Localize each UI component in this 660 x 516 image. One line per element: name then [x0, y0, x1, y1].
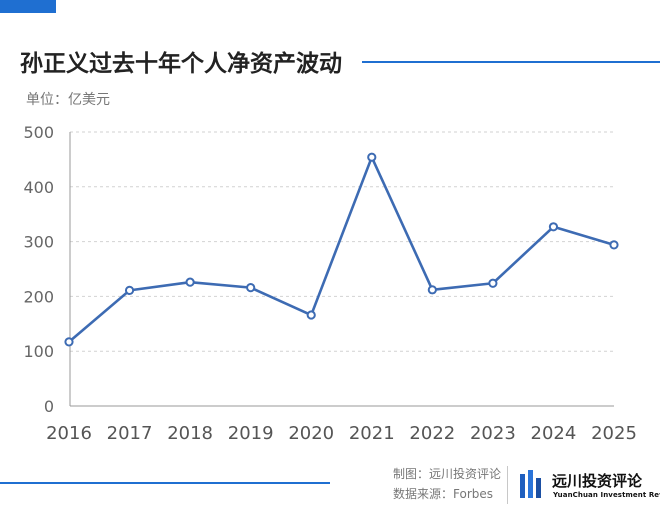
x-tick-label: 2021	[349, 423, 395, 444]
y-axis: 0 100 200 300 400 500	[23, 123, 71, 416]
line-chart: 0 100 200 300 400 500 2016 2017 2018 2019 2020 202…	[23, 123, 637, 444]
source-text: 数据来源：Forbes	[393, 487, 494, 501]
y-tick-label: 500	[23, 123, 54, 142]
data-point	[367, 152, 377, 162]
data-point	[124, 285, 135, 295]
x-tick-label: 2020	[288, 423, 334, 444]
x-tick-label: 2025	[591, 423, 637, 444]
data-point	[64, 337, 74, 347]
y-tick-label: 200	[23, 287, 54, 306]
title-rule	[362, 61, 660, 63]
footer-divider	[507, 466, 508, 504]
data-point	[427, 285, 437, 295]
made-by-text: 制图：远川投资评论	[393, 467, 502, 481]
footer-rule	[0, 482, 330, 484]
x-tick-label: 2016	[46, 423, 92, 444]
y-tick-label: 100	[23, 342, 54, 361]
data-point	[246, 283, 256, 293]
chart-title: 孙正义过去十年个人净资产波动	[20, 51, 342, 77]
data-point	[185, 277, 195, 287]
x-tick-label: 2023	[470, 423, 516, 444]
x-tick-label: 2019	[228, 423, 274, 444]
x-tick-label: 2024	[531, 423, 577, 444]
x-axis: 2016 2017 2018 2019 2020 2021 2022 2023 2024 2025	[46, 423, 637, 444]
brand-name: 远川投资评论	[552, 472, 643, 490]
x-tick-label: 2018	[167, 423, 213, 444]
credits: 制图：远川投资评论 数据来源：Forbes	[393, 464, 501, 504]
series-line	[68, 155, 615, 343]
y-tick-label: 300	[23, 233, 54, 252]
data-point	[548, 222, 559, 232]
unit-label: 单位：亿美元	[26, 92, 110, 108]
x-tick-label: 2022	[409, 423, 455, 444]
yuanchuan-logo-icon	[520, 470, 541, 498]
data-point	[609, 240, 619, 250]
data-point	[306, 310, 316, 320]
y-tick-label: 400	[23, 178, 54, 197]
series	[64, 152, 619, 347]
brand-name-en: YuanChuan Investment Review	[553, 491, 660, 499]
top-accent-tab	[0, 0, 56, 13]
y-tick-label: 0	[44, 397, 54, 416]
data-point	[488, 278, 498, 288]
grid-lines	[70, 131, 614, 407]
x-tick-label: 2017	[107, 423, 153, 444]
